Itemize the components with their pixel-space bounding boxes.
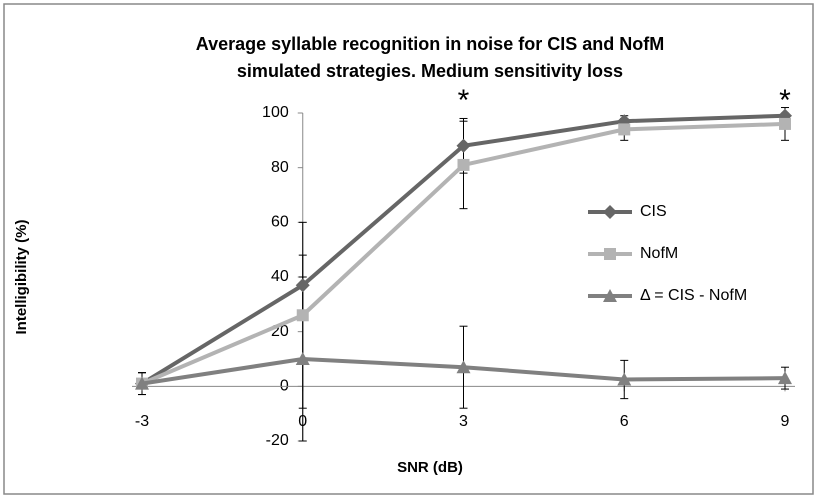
chart-title: simulated strategies. Medium sensitivity… (237, 61, 623, 81)
x-axis-title: SNR (dB) (397, 459, 463, 476)
marker (617, 372, 632, 386)
marker (604, 248, 616, 260)
marker (457, 158, 470, 171)
x-tick-label: -3 (135, 413, 149, 430)
legend-label: CIS (640, 203, 667, 220)
marker (295, 352, 310, 365)
marker (603, 205, 617, 219)
annotation: * (779, 84, 791, 117)
marker (296, 309, 309, 322)
chart-title: Average syllable recognition in noise fo… (196, 34, 664, 54)
y-tick-label: -20 (266, 432, 289, 449)
marker (779, 117, 791, 130)
marker (456, 360, 471, 374)
x-tick-label: 9 (781, 413, 790, 430)
chart-frame (3, 3, 814, 495)
marker (778, 371, 792, 385)
y-tick-label: 40 (271, 268, 289, 285)
annotation: * (458, 84, 470, 117)
x-tick-label: 3 (459, 413, 468, 430)
y-tick-label: 100 (262, 104, 289, 121)
x-tick-label: 6 (620, 413, 629, 430)
y-tick-label: 80 (271, 159, 289, 176)
marker (603, 289, 617, 302)
marker (456, 138, 471, 153)
marker (135, 376, 149, 390)
legend-label: NofM (640, 245, 678, 262)
y-tick-label: 60 (271, 214, 289, 231)
y-axis-title: Intelligibility (%) (13, 219, 30, 334)
marker (295, 278, 310, 293)
marker (618, 123, 631, 136)
legend-label: Δ = CIS - NofM (640, 287, 747, 304)
